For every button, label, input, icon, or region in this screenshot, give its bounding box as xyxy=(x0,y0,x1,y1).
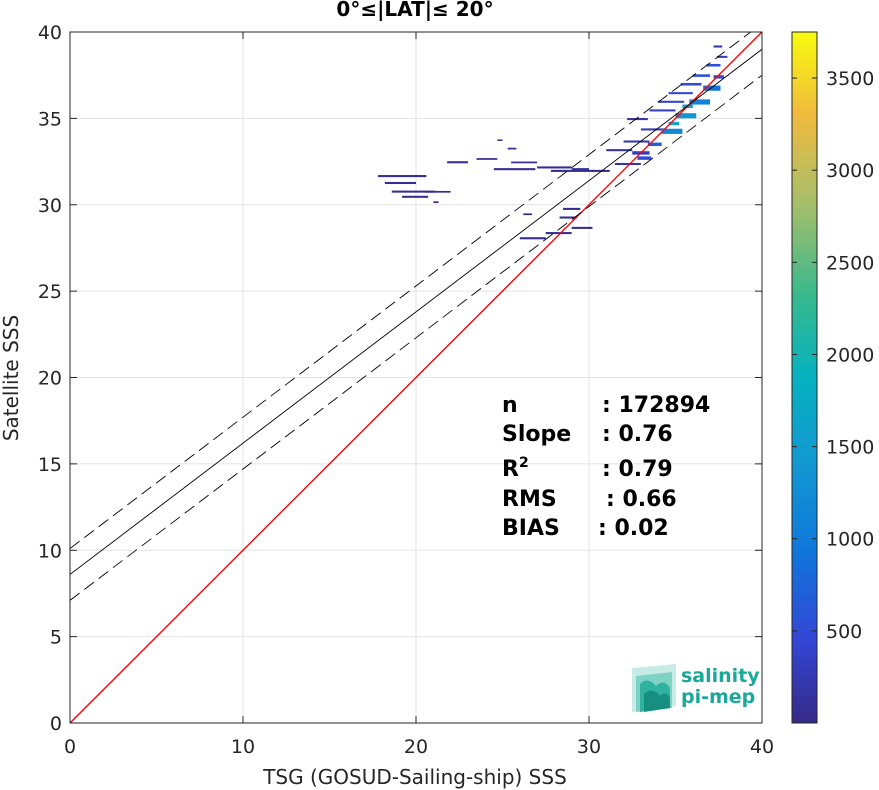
lower-bound-line xyxy=(70,74,762,601)
x-axis-label: TSG (GOSUD-Sailing-ship) SSS xyxy=(262,765,567,789)
colorbar-tick-label: 1000 xyxy=(826,529,874,551)
colorbar-tick-label: 2500 xyxy=(826,252,874,274)
density-cell xyxy=(519,237,546,240)
density-cell xyxy=(649,109,676,112)
density-cell xyxy=(550,169,595,172)
density-cell xyxy=(675,113,697,119)
density-cell xyxy=(402,195,429,198)
stat-value: : 0.66 xyxy=(606,487,677,512)
y-tick-label: 40 xyxy=(38,22,62,44)
density-cell xyxy=(571,168,589,171)
axis-ticks: 0 10 20 30 40 0 5 10 15 20 25 30 35 40 xyxy=(38,22,774,758)
density-cell xyxy=(391,190,436,193)
density-cell xyxy=(647,142,662,147)
density-cell xyxy=(661,128,683,134)
density-cell xyxy=(377,175,427,178)
y-tick-label: 10 xyxy=(38,540,62,562)
density-cell xyxy=(627,118,648,121)
stat-label: n xyxy=(502,393,518,418)
density-cell xyxy=(507,147,517,150)
identity-line xyxy=(70,32,762,723)
x-tick-label: 20 xyxy=(404,736,428,758)
density-cell xyxy=(606,149,633,152)
density-cell xyxy=(706,63,721,67)
density-cell xyxy=(703,85,721,91)
x-tick-label: 40 xyxy=(750,736,774,758)
y-tick-label: 25 xyxy=(38,281,62,303)
logo-icon xyxy=(632,664,676,712)
logo-line1: salinity xyxy=(681,665,760,687)
density-cell xyxy=(493,168,536,171)
density-cell xyxy=(511,161,538,164)
y-tick-label: 30 xyxy=(38,195,62,217)
reference-lines xyxy=(70,32,762,723)
density-cell xyxy=(623,140,650,143)
density-cell xyxy=(640,128,667,131)
density-cell xyxy=(537,166,572,169)
density-cell xyxy=(476,158,498,160)
density-cell xyxy=(563,207,581,210)
density-cell xyxy=(571,226,593,229)
y-tick-label: 0 xyxy=(50,713,62,735)
x-tick-label: 10 xyxy=(231,736,255,758)
density-cell xyxy=(668,92,693,95)
density-cell xyxy=(713,75,724,79)
stat-value: : 0.76 xyxy=(602,422,673,447)
y-tick-label: 15 xyxy=(38,454,62,476)
chart-title: 0°≤|LAT|≤ 20° xyxy=(336,0,493,21)
y-tick-label: 35 xyxy=(38,108,62,130)
density-cell xyxy=(424,190,451,193)
colorbar-tick-label: 1500 xyxy=(826,437,874,459)
stat-label: Slope xyxy=(502,422,571,447)
x-tick-label: 0 xyxy=(64,736,76,758)
stat-label: BIAS xyxy=(502,516,560,541)
stat-value: : 172894 xyxy=(602,393,710,418)
density-cell xyxy=(614,162,641,166)
density-cell xyxy=(658,100,685,103)
y-axis-label: Satellite SSS xyxy=(0,315,23,441)
colorbar-tick-label: 2000 xyxy=(826,344,874,366)
density-cell xyxy=(384,181,416,185)
density-cell xyxy=(497,139,503,141)
density-cell xyxy=(668,121,679,126)
regression-line xyxy=(70,48,762,575)
y-tick-label: 20 xyxy=(38,368,62,390)
density-cell xyxy=(689,99,711,105)
stat-value: : 0.79 xyxy=(602,457,673,482)
stat-value: : 0.02 xyxy=(598,516,669,541)
colorbar-tick-label: 3000 xyxy=(826,160,874,182)
density-cell xyxy=(680,82,702,86)
density-cell xyxy=(717,55,728,58)
y-tick-label: 5 xyxy=(50,627,62,649)
colorbar-tick-label: 3500 xyxy=(826,68,874,90)
stat-label-superscript: 2 xyxy=(519,455,529,471)
colorbar-tick-label: 500 xyxy=(826,621,862,643)
density-cell xyxy=(523,213,532,216)
colorbar-ticks: 500 1000 1500 2000 2500 3000 3500 xyxy=(792,68,874,643)
density-cell xyxy=(692,74,711,77)
density-cells xyxy=(377,45,728,240)
density-cell xyxy=(637,156,652,160)
logo-line2: pi-mep xyxy=(681,686,755,708)
colorbar xyxy=(791,31,818,724)
x-tick-label: 30 xyxy=(577,736,601,758)
density-cell xyxy=(559,216,577,219)
density-cell xyxy=(447,161,468,164)
density-cell xyxy=(713,45,723,48)
density-cell xyxy=(433,201,439,204)
upper-bound-line xyxy=(70,32,752,549)
stat-label: RMS xyxy=(502,487,557,512)
density-cell xyxy=(545,232,572,235)
salinity-pimep-logo: salinity pi-mep xyxy=(632,664,760,712)
